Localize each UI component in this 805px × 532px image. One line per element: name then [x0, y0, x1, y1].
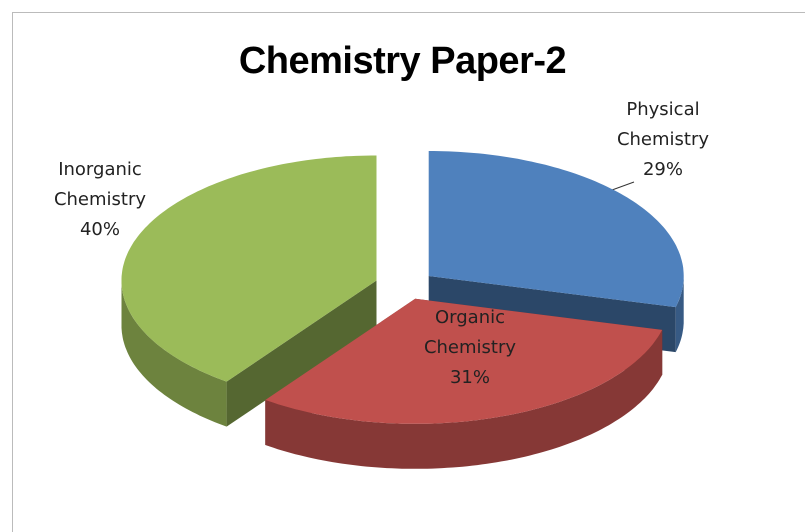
value-label: 31% — [449, 367, 490, 388]
slice-side — [675, 276, 684, 353]
top-faces — [121, 151, 684, 424]
category-label: Physical Chemistry — [616, 99, 710, 150]
category-label: Organic Chemistry — [423, 307, 517, 358]
slice-side — [265, 329, 663, 469]
chart-title: Chemistry Paper-2 — [238, 40, 567, 82]
slice — [428, 151, 684, 308]
value-label: 40% — [79, 219, 120, 240]
value-label: 29% — [642, 159, 683, 180]
slice-wall — [226, 280, 377, 427]
slice-side — [121, 280, 227, 427]
slice — [265, 298, 663, 424]
leader-line — [611, 181, 635, 191]
category-label: Inorganic Chemistry — [53, 159, 147, 210]
slice — [121, 155, 377, 382]
chart-frame — [12, 12, 805, 532]
